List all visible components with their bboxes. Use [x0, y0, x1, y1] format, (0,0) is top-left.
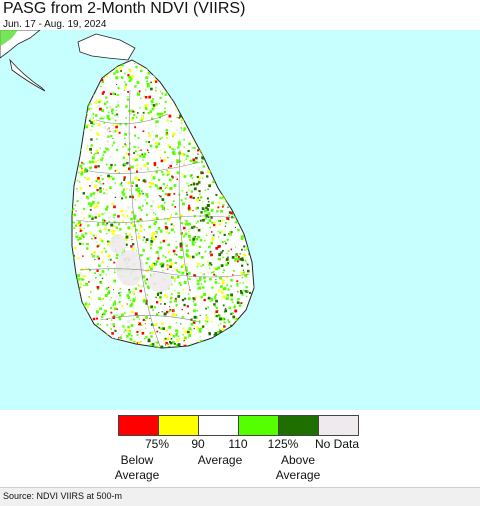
mannar-strip: [9, 58, 46, 92]
india-coast-green: [0, 30, 18, 46]
jaffna-peninsula: [77, 33, 136, 61]
category-below-average: Below Average: [114, 453, 160, 482]
category-above-average: Above Average: [275, 453, 321, 482]
island-outline: [71, 59, 255, 349]
legend-swatch-above-average-light-green: [239, 416, 279, 435]
tick-90: 90: [191, 437, 205, 451]
tick-no-data: No Data: [314, 437, 360, 451]
tick-75: 75%: [144, 437, 170, 451]
district-boundaries: [75, 89, 251, 347]
tick-110: 110: [228, 437, 248, 451]
footer: Source: NDVI VIIRS at 500-m: [0, 487, 480, 506]
legend-swatch-below-average-yellow: [159, 416, 199, 435]
legend-swatch-no-data: [319, 416, 358, 435]
map-title: PASG from 2-Month NDVI (VIIRS): [3, 0, 246, 17]
legend-swatch-average-white: [199, 416, 239, 435]
legend-bar: [118, 415, 359, 436]
tick-125: 125%: [267, 437, 299, 451]
date-range: Jun. 17 - Aug. 19, 2024: [3, 19, 107, 30]
legend-swatch-above-average-dark-green: [279, 416, 319, 435]
source-text: Source: NDVI VIIRS at 500-m: [3, 491, 123, 501]
legend-swatch-below-average-red: [119, 416, 159, 435]
map-area: [0, 30, 480, 410]
category-average: Average: [197, 453, 243, 467]
sri-lanka-map: [0, 30, 255, 349]
